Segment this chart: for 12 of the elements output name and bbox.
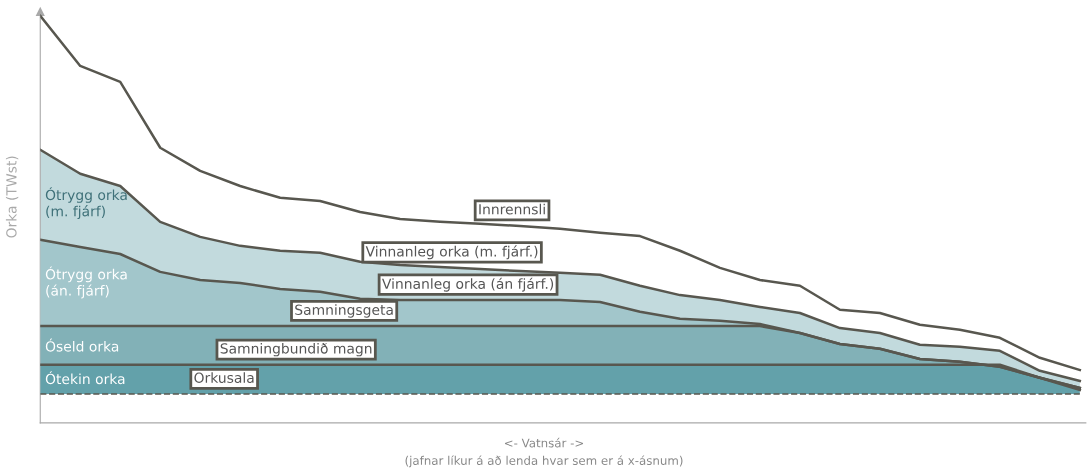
- y-axis-title: Orka (TWst): [5, 156, 19, 238]
- annotation: Ótrygg orka (m. fjárf): [45, 187, 127, 220]
- series-label: Vinnanleg orka (m. fjárf.): [365, 245, 538, 260]
- annotation: Ótrygg orka (án. fjárf): [45, 266, 127, 299]
- series-label: Samningbundið magn: [220, 342, 372, 357]
- x-axis-title: <- Vatnsár -> (jafnar líkur á að lenda hvar sem er á x-ásnum): [405, 437, 683, 468]
- series-label: Orkusala: [194, 372, 254, 383]
- annotation: Ótekin orka: [45, 371, 125, 385]
- annotation: Óseld orka: [45, 338, 119, 352]
- series-label: Innrennsli: [479, 203, 545, 215]
- series-label: Vinnanleg orka (án fjárf.): [382, 277, 554, 292]
- series-label: Samningsgeta: [295, 304, 393, 318]
